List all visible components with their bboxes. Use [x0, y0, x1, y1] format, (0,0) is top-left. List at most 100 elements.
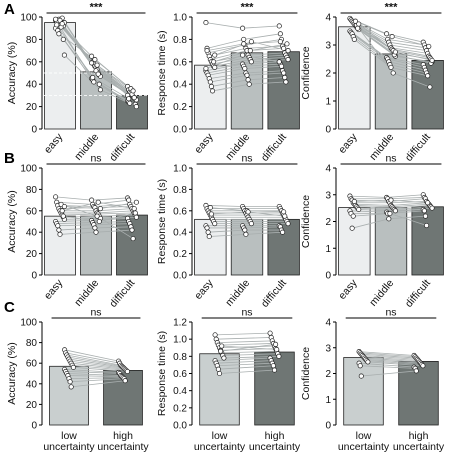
y-tick-label: 100 [20, 318, 37, 329]
y-tick-label: 60 [26, 206, 38, 217]
subject-line [364, 357, 420, 363]
y-axis-label: Accuracy (%) [6, 342, 18, 404]
subject-line [66, 354, 121, 366]
subject-line [219, 345, 275, 349]
subject-point [281, 209, 287, 215]
bar-difficult [411, 60, 444, 130]
chart-a2: 0.0 0.2 0.4 0.6 0.8 1.0 Response time (s) *** ea… [156, 2, 300, 164]
subject-point [56, 227, 62, 233]
bar-difficult [411, 206, 444, 276]
subject-point [245, 77, 251, 83]
subject-point [241, 41, 247, 47]
subject-point [89, 197, 95, 203]
y-tick-label: 4 [325, 13, 331, 24]
subject-point [208, 83, 214, 89]
chart-b2: 0.0 0.2 0.4 0.6 0.8 1.0 Response time (s) ns eas… [156, 153, 300, 310]
subject-line [359, 351, 415, 356]
subject-line [67, 375, 122, 377]
y-tick-label: 0.0 [173, 271, 187, 282]
x-tick-label: difficult [403, 277, 433, 310]
subject-point [356, 21, 362, 27]
subject-point [95, 71, 101, 77]
subject-point [133, 104, 139, 110]
subject-point [133, 214, 139, 220]
y-tick-label: 0.8 [173, 352, 187, 363]
y-tick-label: 0.6 [173, 369, 187, 380]
subject-line [361, 370, 417, 377]
y-tick-label: 40 [26, 228, 38, 239]
x-tick-label: high uncertainty [97, 430, 149, 453]
subject-line [216, 360, 272, 364]
y-tick-label: 0.0 [173, 125, 187, 136]
y-axis-label: Confidence [300, 195, 312, 248]
subject-point [281, 70, 287, 76]
x-tick-label: low uncertainty [43, 430, 95, 453]
subject-line [64, 368, 119, 373]
subject-point [204, 225, 210, 231]
x-tick-label: easy [192, 131, 216, 156]
y-tick-label: 0 [31, 271, 37, 282]
panel-label-a: A [4, 1, 15, 18]
subject-point [420, 363, 426, 369]
subject-point [218, 348, 224, 354]
subject-line [215, 332, 271, 336]
y-axis-label: Accuracy (%) [6, 42, 18, 104]
subject-line [222, 353, 278, 356]
y-tick-label: 3 [325, 41, 331, 52]
subject-point [59, 208, 65, 214]
subject-point [132, 210, 138, 216]
y-tick-label: 1.0 [173, 13, 187, 24]
subject-line [221, 345, 277, 350]
chart-b3: 0 1 2 3 4 Confidence ns easy middle difficult [300, 153, 444, 310]
subject-line [217, 340, 273, 343]
subject-point [96, 218, 102, 225]
subject-point [267, 330, 273, 336]
subject-point [285, 221, 291, 227]
x-tick-label: middle [367, 277, 396, 309]
subject-point [207, 205, 213, 211]
subject-line [71, 380, 126, 388]
subject-point [284, 41, 290, 47]
subject-line [67, 356, 122, 367]
subject-point [97, 206, 103, 212]
subject-point [212, 221, 218, 227]
subject-point [355, 25, 361, 31]
subject-point [94, 62, 100, 68]
subject-point [278, 63, 285, 69]
subject-point [357, 363, 363, 369]
y-axis-label: Response time (s) [156, 30, 168, 115]
subject-line [365, 358, 421, 364]
subject-point [59, 21, 65, 27]
subject-point [425, 73, 431, 79]
y-tick-label: 1 [325, 97, 331, 108]
bar-middle [230, 218, 264, 276]
subject-point [276, 353, 282, 359]
subject-point [203, 20, 209, 26]
subject-point [285, 48, 291, 54]
y-tick-label: 1.2 [173, 318, 187, 329]
subject-point [422, 213, 429, 219]
x-tick-label: easy [192, 277, 216, 302]
subject-point [61, 203, 67, 210]
y-axis-label: Accuracy (%) [6, 190, 18, 252]
y-tick-label: 1.0 [173, 164, 187, 175]
subject-point [216, 370, 223, 377]
subject-point [60, 213, 66, 219]
subject-point [205, 229, 211, 235]
x-tick-label: easy [336, 277, 360, 302]
subject-point [384, 31, 390, 37]
y-tick-label: 0 [325, 125, 331, 136]
x-tick-label: middle [223, 277, 252, 309]
subject-line [218, 343, 274, 346]
x-tick-label: low uncertainty [338, 430, 390, 453]
subject-point [350, 213, 356, 219]
y-tick-label: 0.0 [173, 421, 187, 432]
subject-point [247, 48, 253, 54]
subject-line [70, 360, 125, 369]
subject-point [68, 384, 74, 390]
subject-point [358, 373, 364, 379]
y-tick-label: 0.4 [173, 386, 187, 397]
subject-point [244, 72, 250, 78]
